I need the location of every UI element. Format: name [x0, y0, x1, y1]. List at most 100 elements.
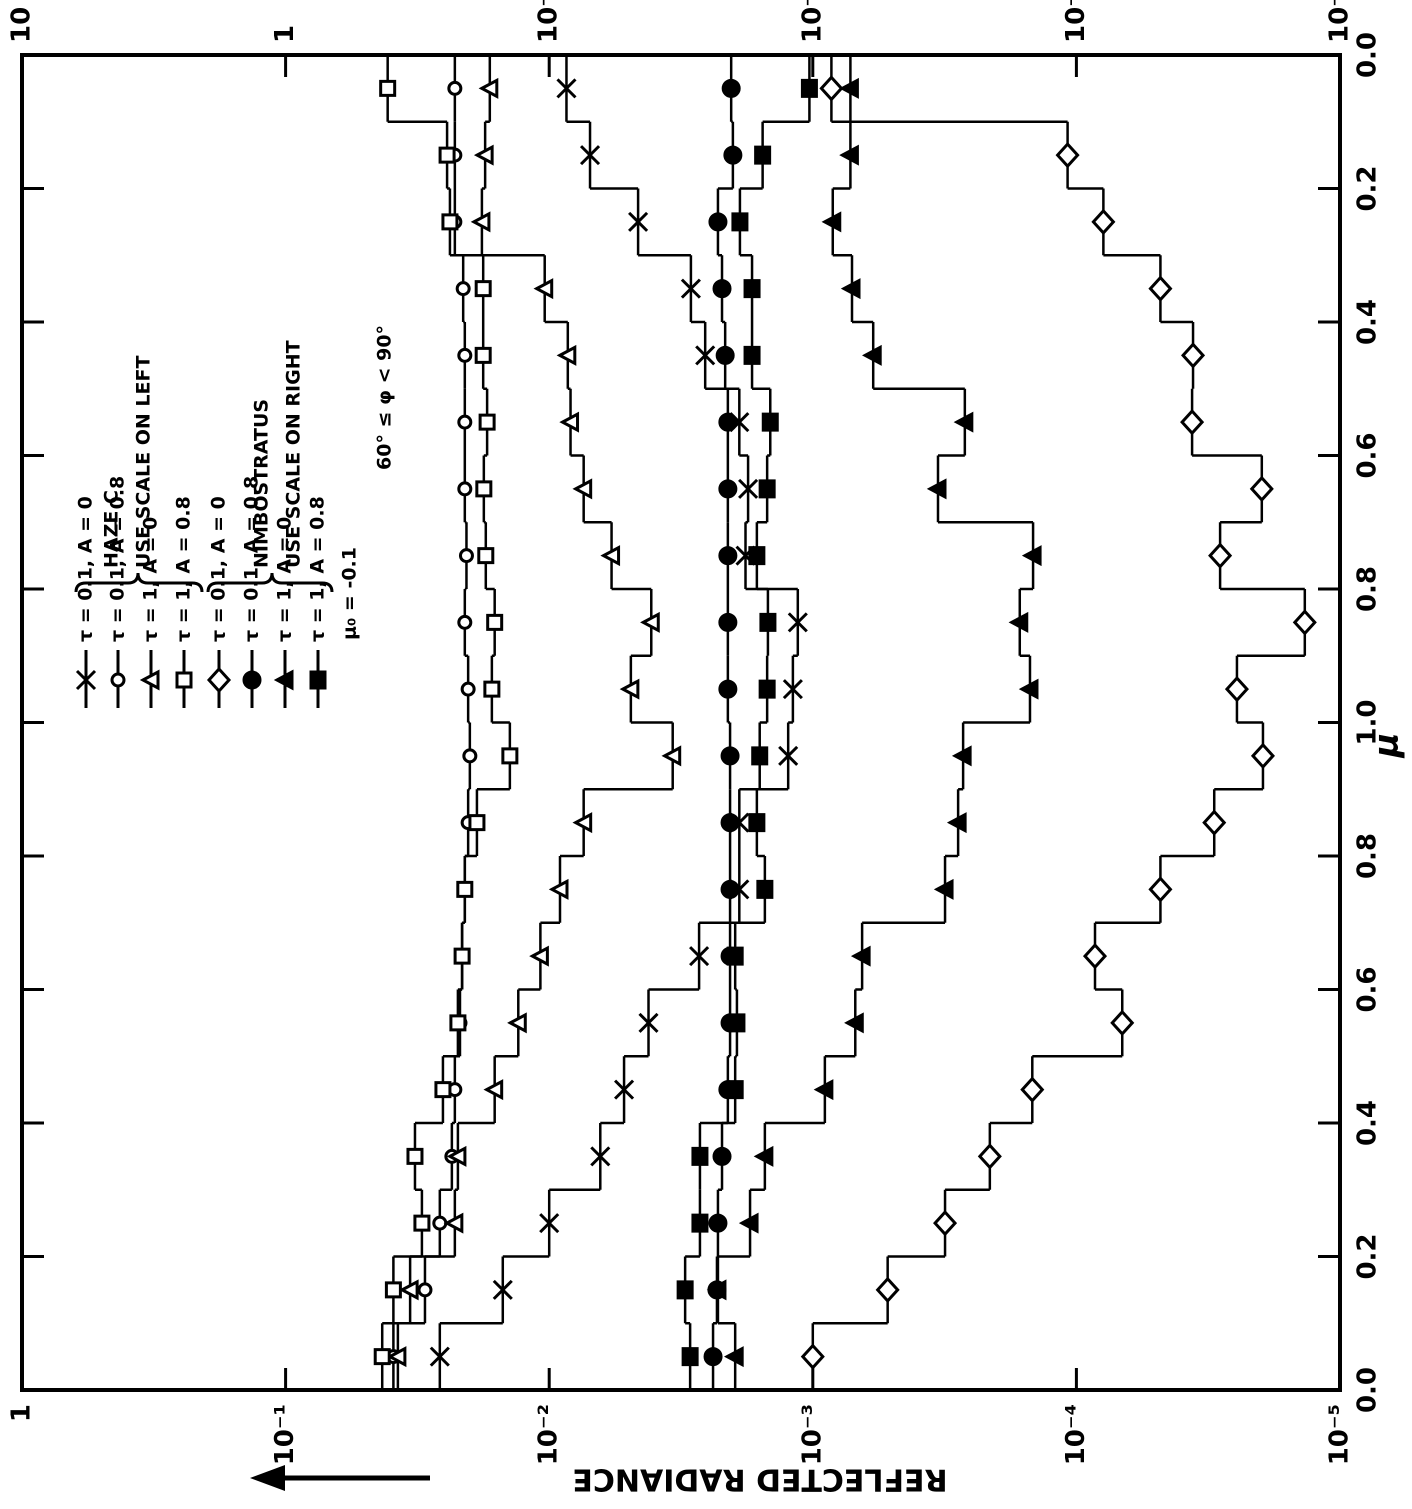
- marker: [386, 1346, 407, 1368]
- legend-label: τ = 1, A = 0.8: [173, 496, 195, 642]
- marker: [273, 669, 294, 691]
- marker: [438, 146, 456, 164]
- marker: [738, 1212, 759, 1234]
- marker: [441, 213, 459, 231]
- marker: [614, 1079, 635, 1100]
- marker: [75, 669, 97, 691]
- x2-tick-label: 1: [270, 25, 300, 43]
- marker: [1018, 678, 1039, 700]
- marker: [640, 611, 660, 633]
- x-axis-title: REFLECTED RADIANCE: [572, 1462, 947, 1497]
- legend-label: τ = 0.1, A = 0.8: [241, 476, 263, 642]
- y-tick-label: 1.0: [1353, 699, 1383, 745]
- marker: [446, 1145, 467, 1167]
- marker: [748, 813, 766, 833]
- marker: [738, 478, 759, 499]
- marker-stroke: [787, 612, 808, 633]
- marker: [458, 548, 474, 564]
- marker: [457, 347, 473, 363]
- marker: [743, 345, 761, 365]
- marker: [455, 281, 471, 297]
- marker: [501, 747, 519, 765]
- marker: [821, 211, 842, 233]
- marker: [720, 879, 740, 899]
- marker: [1091, 208, 1116, 236]
- marker: [384, 1281, 402, 1299]
- y-tick-label: 0.0: [1353, 32, 1383, 78]
- marker: [933, 878, 954, 900]
- marker: [731, 212, 749, 232]
- marker: [800, 78, 818, 98]
- marker: [800, 1343, 825, 1370]
- marker-stroke: [680, 278, 701, 299]
- arrow-head: [250, 1465, 285, 1491]
- marker: [478, 413, 496, 431]
- marker: [1055, 141, 1080, 169]
- x-tick-label: 10⁻⁵: [1325, 1404, 1355, 1465]
- marker: [761, 412, 779, 432]
- marker: [447, 80, 463, 96]
- marker: [721, 78, 741, 98]
- marker: [529, 945, 549, 967]
- marker: [703, 1347, 723, 1367]
- x2-tick-label: 10: [7, 7, 37, 43]
- marker: [718, 479, 738, 499]
- series: [386, 55, 682, 1390]
- x-tick-label: 10⁻⁴: [1061, 1404, 1091, 1465]
- marker: [579, 145, 601, 166]
- marker: [718, 546, 738, 566]
- y-tick-label: 0.8: [1353, 833, 1383, 879]
- marker-stroke: [738, 478, 759, 499]
- marker: [1181, 342, 1206, 369]
- marker: [478, 77, 499, 99]
- legend-label: τ = 0.1, A = 0: [208, 496, 230, 642]
- series: [706, 55, 1042, 1390]
- marker: [1021, 545, 1042, 567]
- marker-stroke: [75, 669, 97, 691]
- marker: [477, 547, 495, 565]
- marker: [723, 1346, 744, 1368]
- marker: [590, 1146, 611, 1167]
- series: [703, 55, 743, 1390]
- marker: [483, 1079, 504, 1101]
- marker: [706, 1279, 727, 1301]
- marker: [1148, 876, 1173, 903]
- marker: [946, 812, 967, 834]
- legend-entry: τ = 1, A = 0.8: [307, 496, 329, 708]
- marker: [712, 279, 732, 299]
- marker: [926, 478, 947, 500]
- y-tick-label: 0.6: [1353, 966, 1383, 1012]
- marker: [708, 1213, 728, 1233]
- marker: [1224, 675, 1249, 703]
- legend-entry: τ = 1, A = 0: [140, 517, 162, 708]
- marker: [559, 411, 580, 433]
- marker: [539, 1213, 560, 1234]
- marker: [758, 679, 776, 699]
- legend-brace: [74, 572, 204, 593]
- marker: [839, 144, 859, 166]
- marker: [743, 279, 761, 299]
- marker: [712, 1146, 732, 1166]
- marker: [556, 78, 577, 99]
- marker: [600, 545, 621, 567]
- marker: [453, 947, 471, 965]
- marker: [483, 680, 501, 698]
- marker: [875, 1276, 900, 1304]
- marker: [1180, 408, 1205, 436]
- marker: [756, 879, 774, 899]
- marker: [628, 211, 649, 232]
- marker: [474, 280, 492, 298]
- marker: [758, 479, 776, 499]
- marker: [689, 946, 710, 967]
- marker: [695, 345, 716, 366]
- marker: [175, 671, 193, 689]
- x-tick-label: 1: [7, 1404, 37, 1422]
- y-tick-label: 0.6: [1353, 432, 1383, 478]
- marker: [470, 211, 491, 233]
- marker-stroke: [590, 1146, 611, 1167]
- marker: [139, 669, 160, 691]
- marker: [429, 1346, 450, 1367]
- y-axis-title: μ: [1367, 732, 1407, 758]
- marker: [1292, 609, 1317, 636]
- marker: [406, 1147, 424, 1165]
